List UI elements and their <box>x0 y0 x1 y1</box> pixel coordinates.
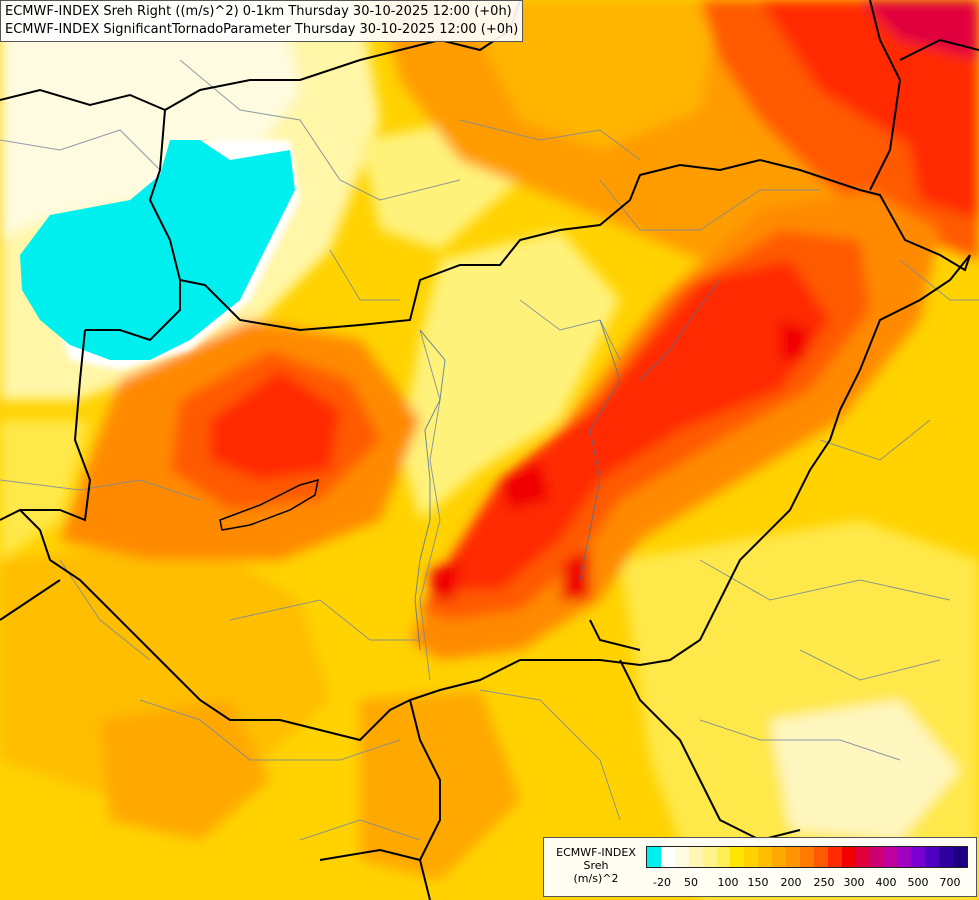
title-line-1: ECMWF-INDEX Sreh Right ((m/s)^2) 0-1km T… <box>5 4 512 19</box>
legend-swatch <box>813 847 828 867</box>
legend-swatch <box>869 847 884 867</box>
legend-swatch <box>952 847 967 867</box>
legend-swatch <box>827 847 842 867</box>
legend-title-line-3: (m/s)^2 <box>573 872 619 885</box>
legend-swatch <box>855 847 870 867</box>
legend-swatch <box>883 847 898 867</box>
legend-swatch <box>647 847 661 867</box>
legend-swatch <box>688 847 703 867</box>
legend-tick-label: 700 <box>939 876 961 889</box>
legend-swatch <box>897 847 912 867</box>
legend-swatch <box>925 847 940 867</box>
legend-swatch <box>744 847 759 867</box>
legend-swatch <box>939 847 953 867</box>
legend-swatch <box>758 847 773 867</box>
map-title-box: ECMWF-INDEX Sreh Right ((m/s)^2) 0-1km T… <box>0 0 524 42</box>
legend-tick-label: 50 <box>684 876 698 889</box>
legend-tick-label: 250 <box>813 876 835 889</box>
legend-tick-label: 100 <box>717 876 739 889</box>
legend-tick-label: 300 <box>843 876 865 889</box>
legend-swatch <box>660 847 675 867</box>
rivers <box>414 279 721 651</box>
legend-swatch <box>702 847 717 867</box>
legend-tick-label: 400 <box>875 876 897 889</box>
legend-tick-label: 150 <box>747 876 769 889</box>
legend-swatch <box>799 847 814 867</box>
legend-title-line-2: Sreh <box>583 859 609 872</box>
legend-title: ECMWF-INDEX Sreh (m/s)^2 <box>548 846 644 885</box>
legend-tick-label: 200 <box>780 876 802 889</box>
legend-swatches <box>646 846 968 868</box>
legend-swatch <box>730 847 745 867</box>
legend-swatch <box>674 847 689 867</box>
legend-swatch <box>911 847 926 867</box>
legend-swatch <box>786 847 800 867</box>
legend-swatch <box>841 847 856 867</box>
legend-tick-label: -20 <box>653 876 671 889</box>
color-legend: ECMWF-INDEX Sreh (m/s)^2 -20 50 100 150 200 2… <box>543 837 977 897</box>
lake-balaton <box>219 478 319 531</box>
region-boundaries <box>0 59 979 841</box>
legend-swatch <box>772 847 787 867</box>
title-line-2: ECMWF-INDEX SignificantTornadoParameter … <box>5 22 519 37</box>
legend-tick-label: 500 <box>907 876 929 889</box>
legend-title-line-1: ECMWF-INDEX <box>556 846 636 859</box>
legend-swatch <box>716 847 731 867</box>
